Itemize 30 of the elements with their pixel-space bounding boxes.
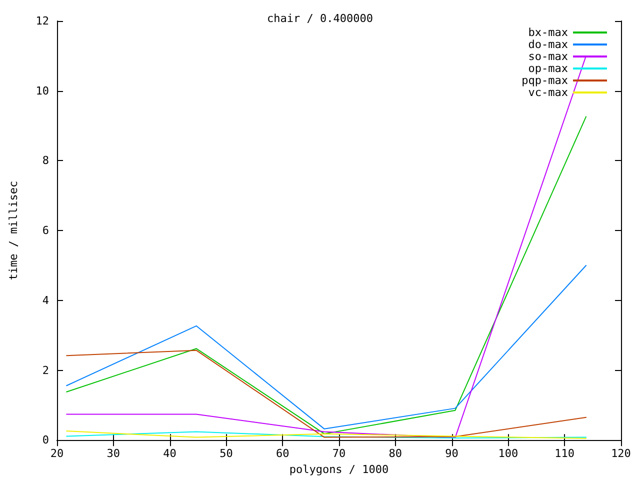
x-tick-label: 70	[332, 447, 346, 460]
line-series	[66, 116, 587, 434]
y-tick-label: 8	[42, 154, 49, 168]
x-tick-label: 50	[220, 447, 233, 460]
y-tick-label: 10	[36, 84, 49, 98]
x-tick-label: 120	[611, 447, 631, 460]
legend-label: vc-max	[528, 86, 568, 99]
y-tick-label: 4	[42, 294, 50, 307]
legend-label: pqp-max	[522, 74, 568, 87]
line-series	[66, 350, 587, 438]
line-series	[66, 264, 587, 430]
y-tick-label: 6	[42, 224, 49, 238]
y-tick-label: 0	[42, 434, 49, 447]
legend-label: so-max	[528, 50, 568, 63]
y-axis-title: time / millisec	[7, 180, 20, 280]
x-tick-label: 40	[163, 447, 176, 460]
x-tick-label: 110	[554, 447, 575, 460]
x-tick-label: 60	[276, 447, 290, 460]
legend-label: bx-max	[528, 26, 568, 39]
x-tick-label: 80	[388, 447, 402, 460]
y-tick-label: 2	[42, 364, 49, 377]
y-tick-label: 12	[36, 14, 49, 28]
x-axis-title: polygons / 1000	[289, 463, 389, 476]
x-tick-label: 90	[445, 447, 458, 460]
legend-label: do-max	[528, 38, 568, 51]
chart-title: chair / 0.400000	[267, 12, 373, 25]
x-tick-label: 20	[50, 447, 64, 460]
x-tick-label: 30	[106, 447, 120, 460]
legend-label: op-max	[528, 62, 568, 75]
x-tick-label: 100	[498, 447, 518, 460]
